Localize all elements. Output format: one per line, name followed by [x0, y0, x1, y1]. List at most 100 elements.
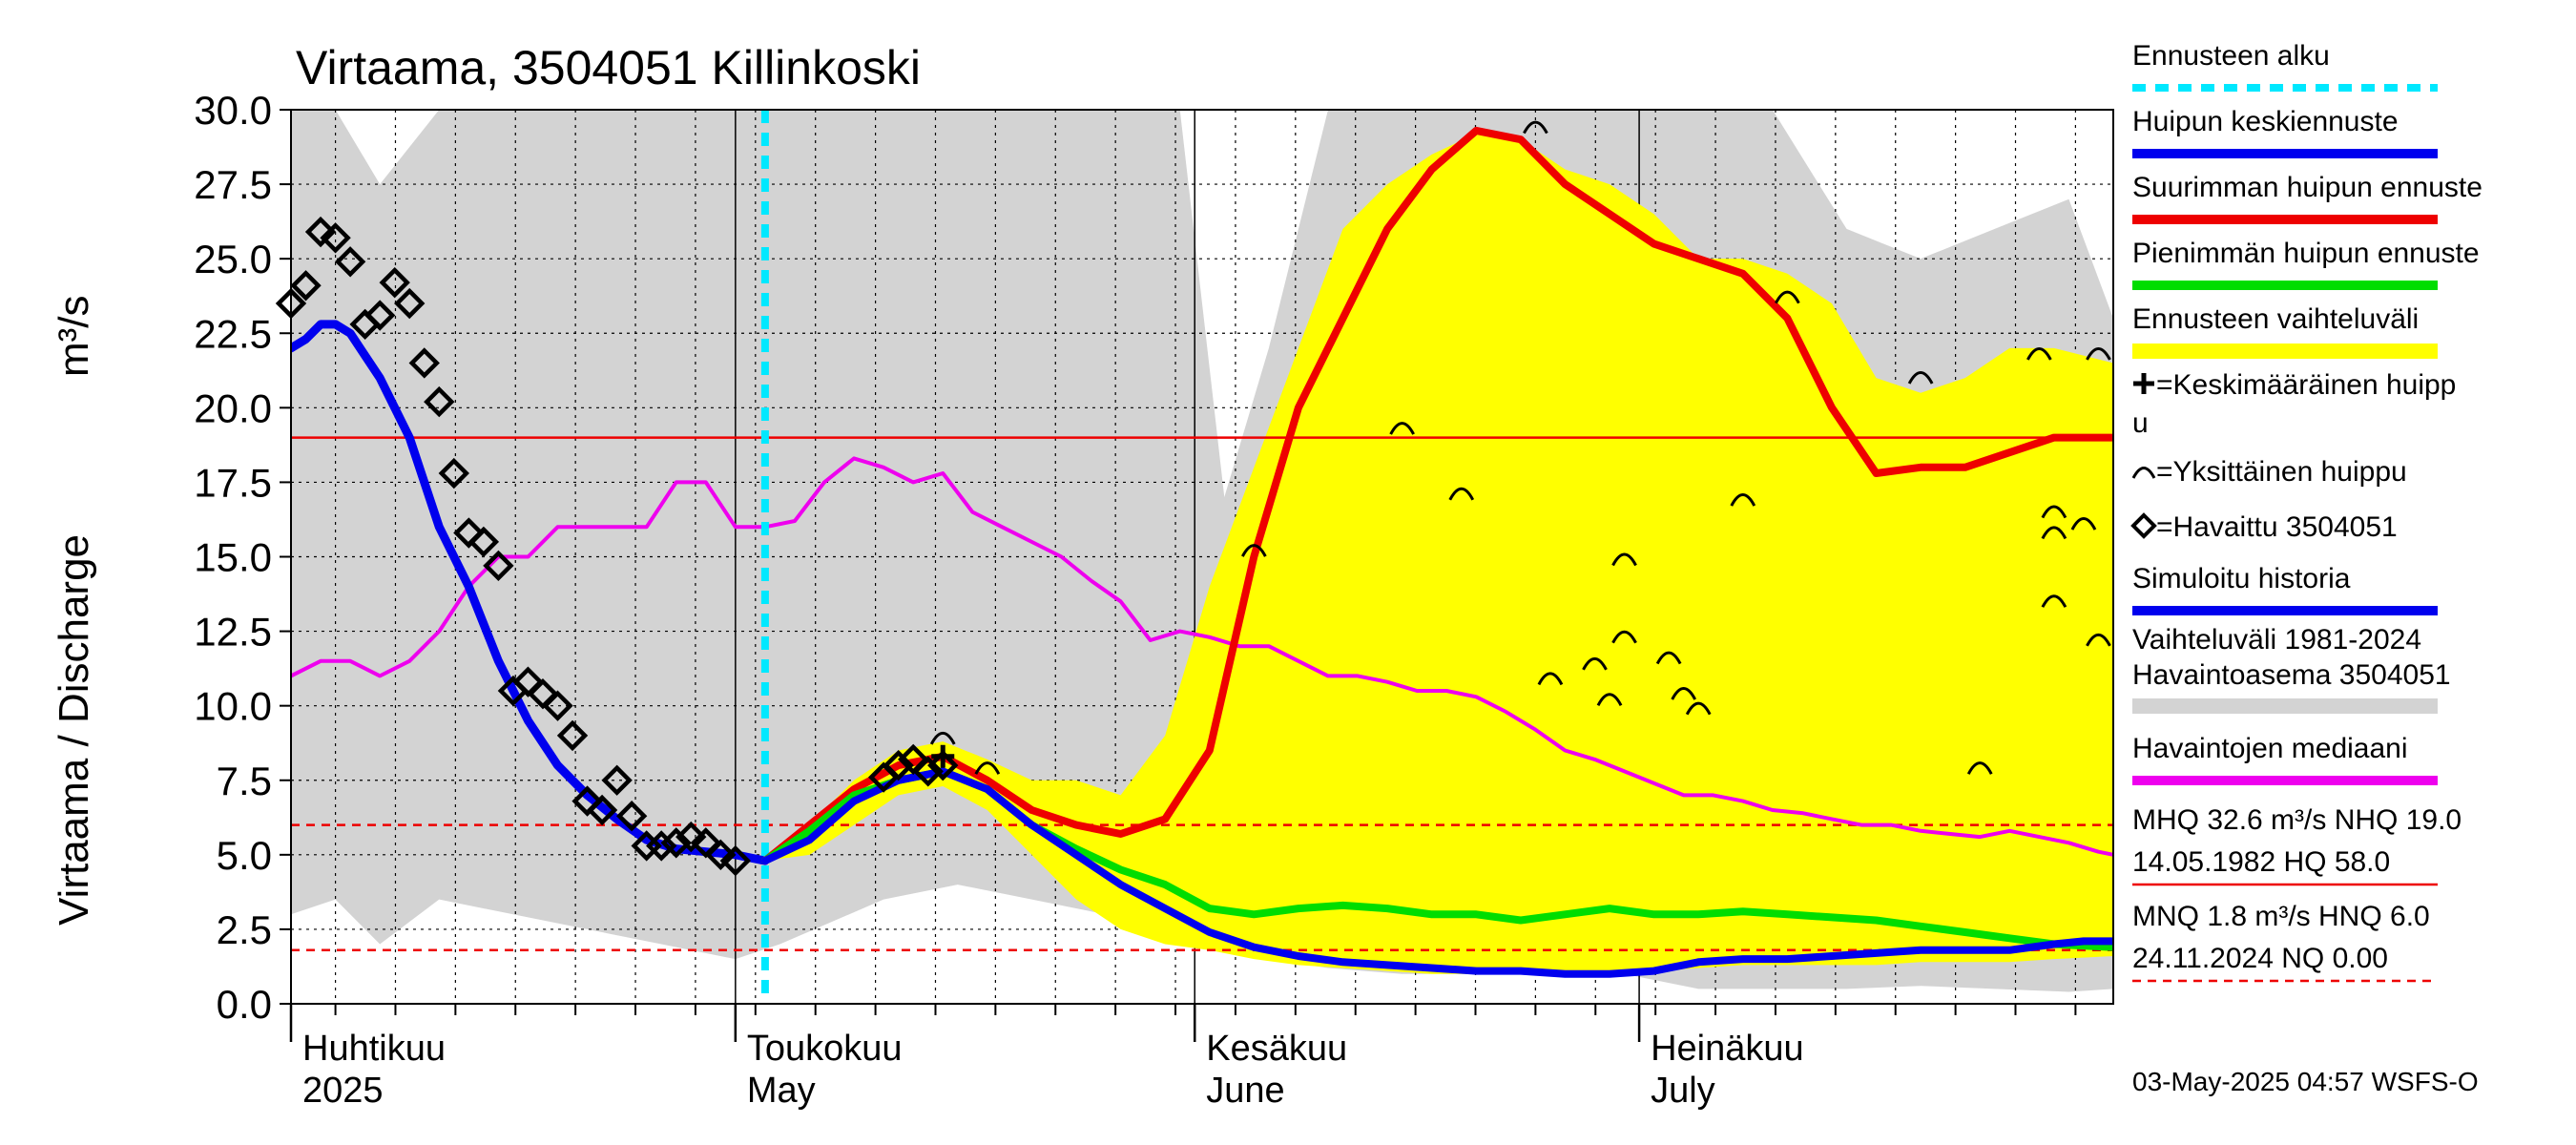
legend-label-cont: u	[2132, 407, 2149, 439]
x-month-sublabel: May	[747, 1071, 816, 1111]
legend-swatch	[2132, 344, 2438, 359]
single-peak-mark	[1671, 687, 1696, 700]
observed-point	[364, 300, 396, 331]
observed-point	[646, 830, 677, 862]
y-tick-label: 20.0	[194, 385, 272, 430]
footer-timestamp: 03-May-2025 04:57 WSFS-O	[2132, 1067, 2479, 1096]
legend-label: =Havaittu 3504051	[2156, 511, 2398, 543]
observed-point	[556, 719, 589, 752]
single-peak-mark	[2026, 347, 2052, 361]
single-peak-mark	[1655, 651, 1682, 665]
y-tick-label: 22.5	[194, 311, 272, 356]
observed-point	[660, 827, 692, 859]
single-peak-mark	[1611, 630, 1637, 644]
x-month-label: Huhtikuu	[302, 1029, 446, 1069]
y-tick-label: 10.0	[194, 684, 272, 729]
single-peak-mark	[929, 731, 956, 745]
legend-swatch	[2132, 698, 2438, 714]
single-peak-mark	[1966, 761, 1993, 775]
y-tick-label: 15.0	[194, 535, 272, 580]
single-peak-mark	[1523, 120, 1548, 135]
observed-point	[912, 756, 944, 787]
y-tick-label: 25.0	[194, 237, 272, 281]
series-havaintojen-mediaani	[291, 456, 2113, 857]
y-tick-label: 30.0	[194, 88, 272, 133]
observed-point	[424, 385, 455, 418]
observed-point	[675, 821, 707, 853]
observed-point	[290, 270, 322, 302]
single-peak-mark	[1596, 693, 1623, 707]
observed-point	[586, 794, 618, 826]
legend-observed-icon	[2130, 512, 2157, 539]
single-peak-mark	[1582, 656, 1608, 671]
legend-label: Ennusteen vaihteluväli	[2132, 303, 2419, 335]
legend-single-peak-icon	[2131, 467, 2156, 479]
observed-point	[304, 216, 337, 248]
x-month-label: Toukokuu	[747, 1029, 903, 1069]
legend-label: Simuloitu historia	[2132, 563, 2351, 594]
stats-line: MHQ 32.6 m³/s NHQ 19.0	[2132, 804, 2462, 836]
legend-label: =Keskimääräinen huipp	[2156, 369, 2456, 401]
observed-point	[542, 690, 573, 721]
y-axis-unit: m³/s	[51, 295, 97, 377]
stats-line: MNQ 1.8 m³/s HNQ 6.0	[2132, 901, 2430, 932]
y-tick-label: 27.5	[194, 162, 272, 207]
y-tick-label: 5.0	[217, 833, 272, 878]
single-peak-mark	[2086, 347, 2111, 361]
single-peak-mark	[974, 761, 1001, 775]
observed-point	[379, 266, 410, 299]
legend-label: Havaintojen mediaani	[2132, 733, 2408, 764]
observed-point	[615, 801, 648, 832]
y-axis-label: Virtaama / Discharge	[51, 534, 97, 926]
stats-line: 24.11.2024 NQ 0.00	[2132, 943, 2388, 974]
y-tick-label: 12.5	[194, 610, 272, 655]
y-tick-label: 17.5	[194, 460, 272, 505]
single-peak-mark	[1241, 544, 1267, 557]
observed-point	[320, 222, 351, 254]
x-month-sublabel: 2025	[302, 1071, 384, 1111]
single-peak-mark	[1907, 371, 1934, 385]
observed-point	[483, 550, 514, 582]
x-month-label: Heinäkuu	[1651, 1029, 1804, 1069]
single-peak-mark	[1685, 701, 1712, 716]
single-peak-mark	[1389, 422, 1415, 435]
single-peak-mark	[2041, 505, 2067, 519]
series-huipun-keskiennuste	[760, 767, 2113, 978]
observed-point	[883, 749, 914, 781]
observed-point	[571, 785, 603, 817]
single-peak-mark	[1775, 290, 1800, 304]
stats-line: 14.05.1982 HQ 58.0	[2132, 846, 2390, 878]
observed-point	[334, 246, 366, 278]
observed-point	[394, 287, 426, 320]
single-peak-mark	[2041, 594, 2067, 608]
forecast-band-yellow	[764, 133, 2113, 974]
y-tick-label: 0.0	[217, 982, 272, 1027]
y-tick-label: 7.5	[217, 759, 272, 803]
single-peak-mark	[2070, 517, 2097, 531]
single-peak-mark	[2041, 526, 2067, 540]
observed-point	[408, 347, 440, 379]
observed-point	[453, 517, 485, 549]
x-month-sublabel: June	[1206, 1071, 1284, 1111]
mean-peak-mark	[931, 744, 955, 768]
series-suurimman-huipun-ennuste	[760, 126, 2113, 865]
legend-label: Vaihteluväli 1981-2024	[2132, 624, 2421, 656]
legend-label: Ennusteen alku	[2132, 40, 2330, 72]
legend-mean-peak-icon	[2133, 373, 2154, 394]
y-tick-label: 2.5	[217, 907, 272, 952]
observed-point	[438, 457, 469, 489]
legend-label: Pienimmän huipun ennuste	[2132, 238, 2480, 269]
legend-label-cont: Havaintoasema 3504051	[2132, 659, 2451, 691]
x-month-label: Kesäkuu	[1206, 1029, 1347, 1069]
legend-label: Suurimman huipun ennuste	[2132, 172, 2483, 203]
x-month-sublabel: July	[1651, 1071, 1715, 1111]
observed-point	[705, 839, 737, 871]
observed-point	[601, 764, 633, 796]
chart-title: Virtaama, 3504051 Killinkoski	[296, 41, 921, 94]
single-peak-mark	[1448, 487, 1475, 501]
single-peak-mark	[1730, 493, 1756, 507]
legend-label: =Yksittäinen huippu	[2156, 456, 2407, 488]
observed-point	[719, 844, 752, 877]
observed-point	[927, 749, 959, 781]
